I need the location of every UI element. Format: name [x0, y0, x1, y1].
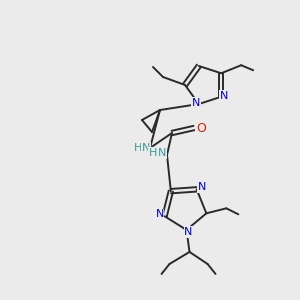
Text: N: N — [184, 227, 193, 237]
Text: N: N — [220, 91, 228, 101]
Text: H: H — [149, 148, 157, 158]
Text: O: O — [196, 122, 206, 134]
Text: N: N — [158, 148, 166, 158]
Text: N: N — [155, 209, 164, 219]
Text: N: N — [142, 143, 150, 153]
Text: N: N — [197, 182, 206, 192]
Text: H: H — [134, 143, 142, 153]
Text: N: N — [192, 98, 200, 108]
